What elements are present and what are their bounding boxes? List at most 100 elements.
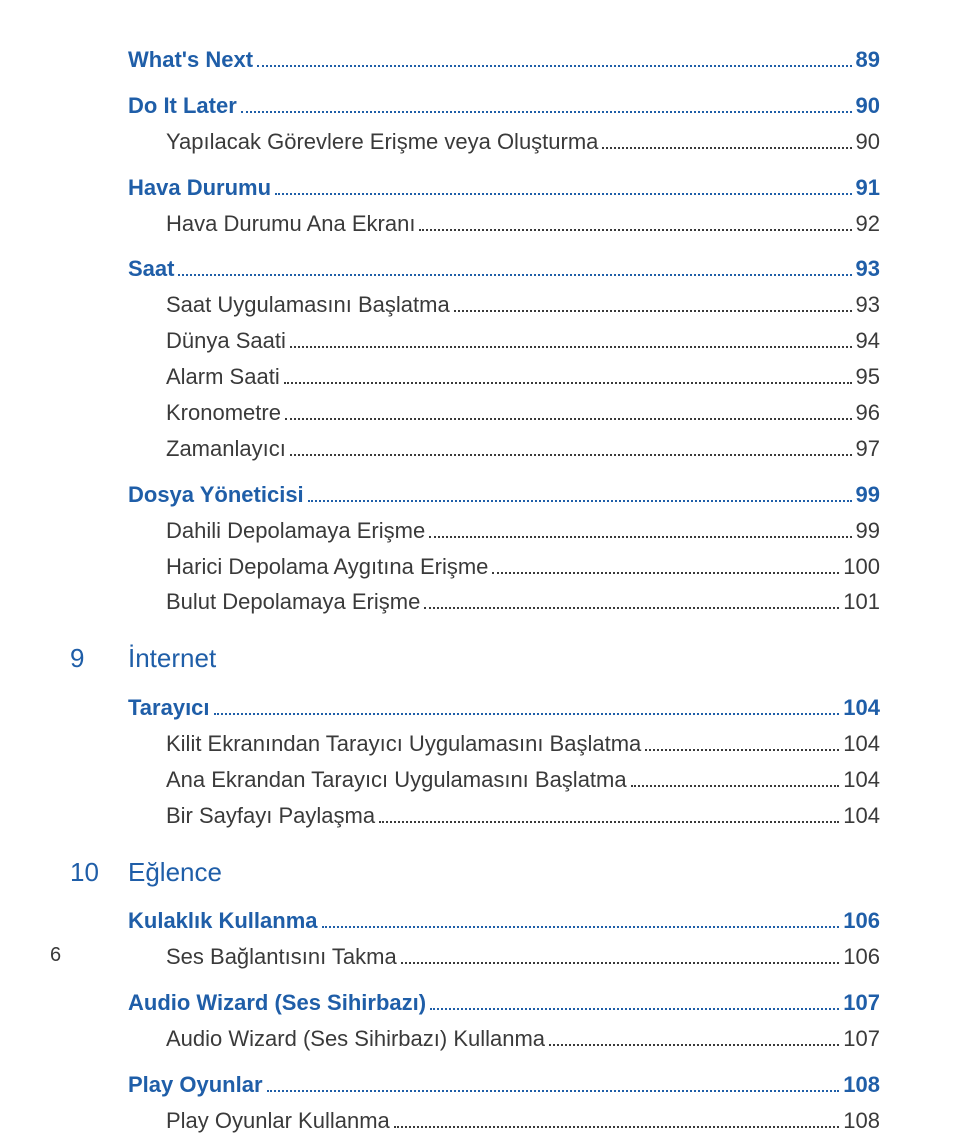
toc-subsection-title[interactable]: Hava Durumu Ana Ekranı (166, 208, 415, 240)
toc-section: Audio Wizard (Ses Sihirbazı) 107 (128, 987, 880, 1019)
toc-leader (285, 406, 852, 420)
toc-subsection-title[interactable]: Dahili Depolamaya Erişme (166, 515, 425, 547)
toc-subsection-title[interactable]: Kilit Ekranından Tarayıcı Uygulamasını B… (166, 728, 641, 760)
toc-leader (430, 996, 839, 1010)
toc-leader (379, 808, 839, 822)
toc-subsection: Play Oyunlar Kullanma 108 (166, 1105, 880, 1137)
toc-subsection: Ses Bağlantısını Takma 106 (166, 941, 880, 973)
toc-subsection: Ana Ekrandan Tarayıcı Uygulamasını Başla… (166, 764, 880, 796)
toc-page-number: 104 (843, 800, 880, 832)
toc-chapter-number: 10 (70, 854, 128, 892)
toc-page-number: 90 (856, 126, 880, 158)
toc-subsection-block: Yapılacak Görevlere Erişme veya Oluşturm… (166, 126, 880, 158)
toc-subsection: Yapılacak Görevlere Erişme veya Oluşturm… (166, 126, 880, 158)
toc-subsection-title[interactable]: Audio Wizard (Ses Sihirbazı) Kullanma (166, 1023, 545, 1055)
toc-subsection-title[interactable]: Ses Bağlantısını Takma (166, 941, 397, 973)
toc-leader (322, 914, 840, 928)
toc-subsection-title[interactable]: Bulut Depolamaya Erişme (166, 586, 420, 618)
toc-page-number: 95 (856, 361, 880, 393)
toc-page-number: 99 (856, 515, 880, 547)
toc-page-number: 104 (843, 764, 880, 796)
toc-subsection-block: Ses Bağlantısını Takma 106 (166, 941, 880, 973)
toc-chapter: 9İnternet (70, 640, 880, 678)
toc-leader (631, 772, 840, 786)
toc-page-number: 101 (843, 586, 880, 618)
toc-subsection: Saat Uygulamasını Başlatma93 (166, 289, 880, 321)
toc-subsection-title[interactable]: Dünya Saati (166, 325, 286, 357)
toc-section: Do It Later 90 (128, 90, 880, 122)
toc-subsection: Dahili Depolamaya Erişme 99 (166, 515, 880, 547)
toc-page-number: 91 (856, 172, 880, 204)
toc-section-title[interactable]: Audio Wizard (Ses Sihirbazı) (128, 987, 426, 1019)
toc-section: Tarayıcı 104 (128, 692, 880, 724)
toc-section-title[interactable]: Kulaklık Kullanma (128, 905, 318, 937)
toc-section-title[interactable]: Saat (128, 253, 174, 285)
toc-leader (290, 334, 852, 348)
toc-page-number: 104 (843, 692, 880, 724)
toc-subsection-title[interactable]: Kronometre (166, 397, 281, 429)
toc-chapter: 10Eğlence (70, 854, 880, 892)
toc-leader (645, 737, 839, 751)
toc-subsection: Audio Wizard (Ses Sihirbazı) Kullanma107 (166, 1023, 880, 1055)
toc-subsection: Harici Depolama Aygıtına Erişme 100 (166, 551, 880, 583)
toc-subsection-block: Kilit Ekranından Tarayıcı Uygulamasını B… (166, 728, 880, 832)
toc-leader (419, 216, 851, 230)
toc-chapter-block: What's Next89Do It Later90Yapılacak Göre… (128, 44, 880, 618)
toc-chapter-block: Kulaklık Kullanma106Ses Bağlantısını Tak… (128, 905, 880, 1136)
toc-subsection-title[interactable]: Yapılacak Görevlere Erişme veya Oluşturm… (166, 126, 598, 158)
toc-section: Kulaklık Kullanma 106 (128, 905, 880, 937)
toc-leader (257, 53, 851, 67)
toc-subsection: Bir Sayfayı Paylaşma 104 (166, 800, 880, 832)
toc-section-title[interactable]: What's Next (128, 44, 253, 76)
toc-leader (214, 701, 840, 715)
toc-page-number: 108 (843, 1069, 880, 1101)
toc-leader (290, 442, 852, 456)
toc-leader (454, 298, 852, 312)
toc-chapter-number: 9 (70, 640, 128, 678)
toc-subsection-block: Hava Durumu Ana Ekranı92 (166, 208, 880, 240)
toc-page-number: 90 (856, 90, 880, 122)
toc-subsection: Kilit Ekranından Tarayıcı Uygulamasını B… (166, 728, 880, 760)
toc-subsection: Bulut Depolamaya Erişme 101 (166, 586, 880, 618)
toc-page: What's Next89Do It Later90Yapılacak Göre… (0, 0, 960, 1001)
toc-page-number: 94 (856, 325, 880, 357)
toc-section: Play Oyunlar 108 (128, 1069, 880, 1101)
toc-page-number: 100 (843, 551, 880, 583)
toc-leader (241, 99, 852, 113)
toc-subsection-block: Saat Uygulamasını Başlatma93 Dünya Saati 9… (166, 289, 880, 464)
toc-page-number: 106 (843, 905, 880, 937)
toc-section: Saat93 (128, 253, 880, 285)
toc-subsection-title[interactable]: Bir Sayfayı Paylaşma (166, 800, 375, 832)
toc-subsection: Alarm Saati 95 (166, 361, 880, 393)
toc-page-number: 104 (843, 728, 880, 760)
toc-subsection: Dünya Saati 94 (166, 325, 880, 357)
toc-subsection-title[interactable]: Harici Depolama Aygıtına Erişme (166, 551, 488, 583)
toc-section-title[interactable]: Play Oyunlar (128, 1069, 263, 1101)
toc-page-number: 107 (843, 987, 880, 1019)
toc-leader (284, 370, 852, 384)
toc-page-number: 108 (843, 1105, 880, 1137)
toc-leader (549, 1032, 839, 1046)
toc-subsection-title[interactable]: Alarm Saati (166, 361, 280, 393)
toc-section-title[interactable]: Hava Durumu (128, 172, 271, 204)
toc-subsection-block: Dahili Depolamaya Erişme 99 Harici Depolam… (166, 515, 880, 619)
toc-leader (267, 1077, 840, 1091)
toc-leader (401, 950, 840, 964)
toc-page-number: 106 (843, 941, 880, 973)
toc-section-title[interactable]: Do It Later (128, 90, 237, 122)
toc-page-number: 97 (856, 433, 880, 465)
toc-section: Hava Durumu 91 (128, 172, 880, 204)
toc-chapter-title[interactable]: İnternet (128, 640, 216, 678)
toc-section-title[interactable]: Dosya Yöneticisi (128, 479, 304, 511)
toc-subsection: Kronometre96 (166, 397, 880, 429)
toc-leader (424, 595, 839, 609)
toc-section-title[interactable]: Tarayıcı (128, 692, 210, 724)
toc-chapter-title[interactable]: Eğlence (128, 854, 222, 892)
toc-subsection-title[interactable]: Play Oyunlar Kullanma (166, 1105, 390, 1137)
toc-page-number: 99 (856, 479, 880, 511)
footer-page-number: 6 (50, 944, 61, 967)
toc-subsection-title[interactable]: Saat Uygulamasını Başlatma (166, 289, 450, 321)
toc-subsection-title[interactable]: Zamanlayıcı (166, 433, 286, 465)
toc-subsection-title[interactable]: Ana Ekrandan Tarayıcı Uygulamasını Başla… (166, 764, 627, 796)
toc-subsection: Zamanlayıcı 97 (166, 433, 880, 465)
